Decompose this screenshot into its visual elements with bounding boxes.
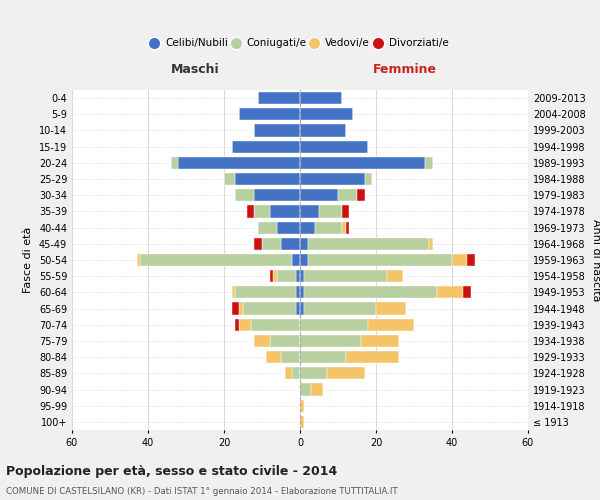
Bar [300, 416, 304, 428]
Bar [266, 351, 281, 363]
Bar [342, 206, 349, 218]
Bar [311, 384, 323, 396]
Bar [171, 157, 178, 169]
Bar [258, 222, 277, 234]
Bar [300, 173, 365, 185]
Bar [296, 286, 300, 298]
Bar [368, 318, 414, 331]
Bar [243, 302, 296, 314]
Bar [300, 286, 304, 298]
Bar [277, 222, 300, 234]
Bar [346, 222, 349, 234]
Bar [300, 157, 425, 169]
Bar [357, 189, 365, 202]
Bar [467, 254, 475, 266]
Text: Popolazione per età, sesso e stato civile - 2014: Popolazione per età, sesso e stato civil… [6, 465, 337, 478]
Bar [304, 270, 388, 282]
Bar [247, 206, 254, 218]
Bar [262, 238, 281, 250]
Bar [300, 238, 308, 250]
Bar [429, 238, 433, 250]
Bar [296, 302, 300, 314]
Bar [269, 206, 300, 218]
Bar [292, 368, 300, 380]
Bar [235, 318, 239, 331]
Bar [239, 108, 300, 120]
Bar [300, 270, 304, 282]
Bar [437, 286, 463, 298]
Bar [326, 368, 365, 380]
Legend: Celibi/Nubili, Coniugati/e, Vedovi/e, Divorziati/e: Celibi/Nubili, Coniugati/e, Vedovi/e, Di… [147, 34, 453, 52]
Bar [365, 173, 372, 185]
Bar [300, 108, 353, 120]
Bar [300, 206, 319, 218]
Bar [300, 189, 338, 202]
Bar [308, 238, 429, 250]
Bar [300, 318, 368, 331]
Bar [285, 368, 292, 380]
Bar [277, 270, 296, 282]
Bar [235, 189, 254, 202]
Bar [376, 302, 406, 314]
Bar [239, 318, 251, 331]
Bar [269, 270, 274, 282]
Bar [254, 206, 269, 218]
Bar [232, 140, 300, 152]
Bar [258, 92, 300, 104]
Bar [300, 254, 308, 266]
Bar [300, 351, 346, 363]
Bar [304, 286, 437, 298]
Bar [281, 351, 300, 363]
Bar [300, 124, 346, 136]
Bar [300, 384, 311, 396]
Bar [140, 254, 292, 266]
Bar [292, 254, 300, 266]
Bar [274, 270, 277, 282]
Bar [178, 157, 300, 169]
Bar [254, 124, 300, 136]
Y-axis label: Anni di nascita: Anni di nascita [591, 219, 600, 301]
Bar [315, 222, 342, 234]
Bar [232, 286, 235, 298]
Bar [254, 238, 262, 250]
Bar [319, 206, 342, 218]
Bar [300, 92, 342, 104]
Y-axis label: Fasce di età: Fasce di età [23, 227, 33, 293]
Bar [300, 140, 368, 152]
Bar [254, 189, 300, 202]
Bar [300, 335, 361, 347]
Bar [346, 351, 399, 363]
Bar [251, 318, 300, 331]
Bar [388, 270, 403, 282]
Bar [308, 254, 452, 266]
Bar [224, 173, 235, 185]
Bar [452, 254, 467, 266]
Bar [254, 335, 269, 347]
Bar [137, 254, 140, 266]
Bar [235, 173, 300, 185]
Bar [296, 270, 300, 282]
Bar [342, 222, 346, 234]
Bar [300, 222, 315, 234]
Text: Femmine: Femmine [373, 64, 437, 76]
Bar [425, 157, 433, 169]
Bar [269, 335, 300, 347]
Bar [235, 286, 296, 298]
Bar [281, 238, 300, 250]
Bar [232, 302, 239, 314]
Text: COMUNE DI CASTELSILANO (KR) - Dati ISTAT 1° gennaio 2014 - Elaborazione TUTTITAL: COMUNE DI CASTELSILANO (KR) - Dati ISTAT… [6, 488, 398, 496]
Bar [463, 286, 471, 298]
Bar [361, 335, 399, 347]
Bar [300, 400, 304, 412]
Text: Maschi: Maschi [171, 64, 220, 76]
Bar [338, 189, 357, 202]
Bar [300, 302, 304, 314]
Bar [300, 368, 326, 380]
Bar [239, 302, 243, 314]
Bar [304, 302, 376, 314]
